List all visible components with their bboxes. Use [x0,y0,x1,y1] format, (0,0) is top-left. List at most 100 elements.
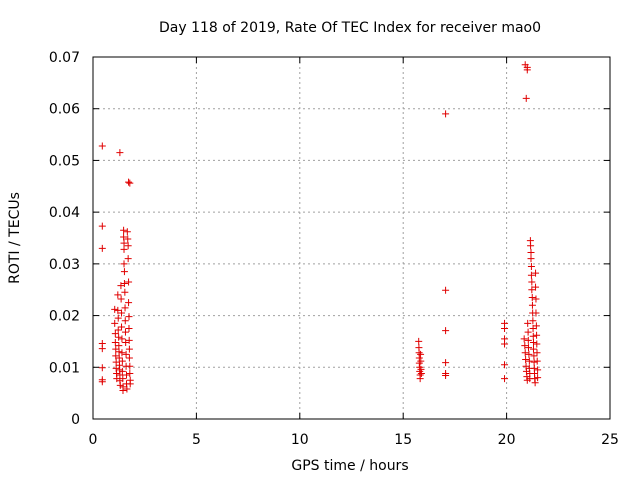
data-point [501,340,509,348]
data-point [530,352,538,360]
data-point [501,375,509,383]
data-point [124,255,132,263]
x-tick-label: 10 [291,432,309,448]
data-point [501,361,509,369]
data-point [112,358,120,366]
data-point [114,291,122,299]
data-point [524,319,532,327]
x-tick-label: 0 [89,432,98,448]
data-point [98,244,106,252]
data-point [527,248,535,256]
data-point [120,260,128,268]
data-point [111,330,119,338]
x-tick-label: 25 [601,432,619,448]
data-point [114,306,122,314]
data-point [522,356,530,364]
data-point [521,349,529,357]
plot-frame [92,56,611,420]
data-point [501,325,509,332]
y-tick-label: 0.03 [49,257,80,273]
data-point [119,375,127,383]
axis-ticks [92,56,611,420]
data-point [118,309,126,317]
data-point [531,379,539,387]
data-point [98,345,106,353]
data-point [125,178,133,186]
data-point [532,269,540,277]
data-point [521,342,529,350]
data-point [121,328,129,336]
data-point [117,282,125,290]
data-point [524,328,532,336]
data-point [115,354,123,362]
data-point [120,239,128,247]
data-point [120,233,128,241]
data-point [442,359,450,367]
chart-title: Day 118 of 2019, Rate Of TEC Index for r… [159,20,541,36]
data-point [115,348,123,356]
data-point [98,378,106,386]
data-point [528,278,536,286]
data-point [442,372,450,380]
data-point [529,317,537,325]
data-point [126,362,134,370]
data-point [114,314,122,322]
data-point [125,345,133,353]
data-point [528,301,536,309]
data-point [524,336,532,344]
data-point [126,380,134,388]
data-point [98,364,106,372]
data-point [111,319,119,327]
data-point [125,278,133,286]
data-point [124,235,132,243]
data-point [118,357,126,365]
y-tick-label: 0.04 [49,205,80,221]
data-point [118,335,126,343]
data-point [417,369,425,377]
data-point [442,286,450,294]
grid-lines [93,57,610,419]
data-point [123,385,131,393]
data-point [112,352,120,360]
data-point [120,280,128,288]
data-point [532,283,540,291]
y-tick-label: 0.07 [49,50,80,66]
data-point [534,366,542,374]
data-point [533,331,541,339]
data-point [523,66,531,74]
data-point [527,255,535,263]
data-point [529,338,537,346]
data-point [442,327,450,335]
data-point [98,142,106,150]
data-point [98,222,106,230]
data-point [125,325,133,332]
y-axis-label: ROTI / TECUs [7,192,23,284]
data-point [126,369,134,377]
data-point [121,288,129,296]
data-point [118,367,126,375]
y-tick-label: 0.01 [49,360,80,376]
data-point [123,228,131,236]
data-point [417,350,425,358]
data-point [525,350,533,358]
data-point [116,149,124,157]
data-point [533,340,541,348]
y-tick-label: 0.06 [49,102,80,118]
data-point [528,293,536,301]
data-point [118,349,126,357]
data-point [529,332,537,340]
data-point [126,179,134,187]
data-point [417,357,425,365]
data-point [119,387,127,395]
data-point [121,304,129,312]
data-point [533,357,541,365]
data-point [115,342,123,350]
data-point [442,110,450,118]
data-point [532,322,540,330]
data-point [120,245,128,253]
data-point [115,333,123,341]
data-point [527,271,535,279]
data-point [122,338,130,346]
data-point [522,94,530,102]
